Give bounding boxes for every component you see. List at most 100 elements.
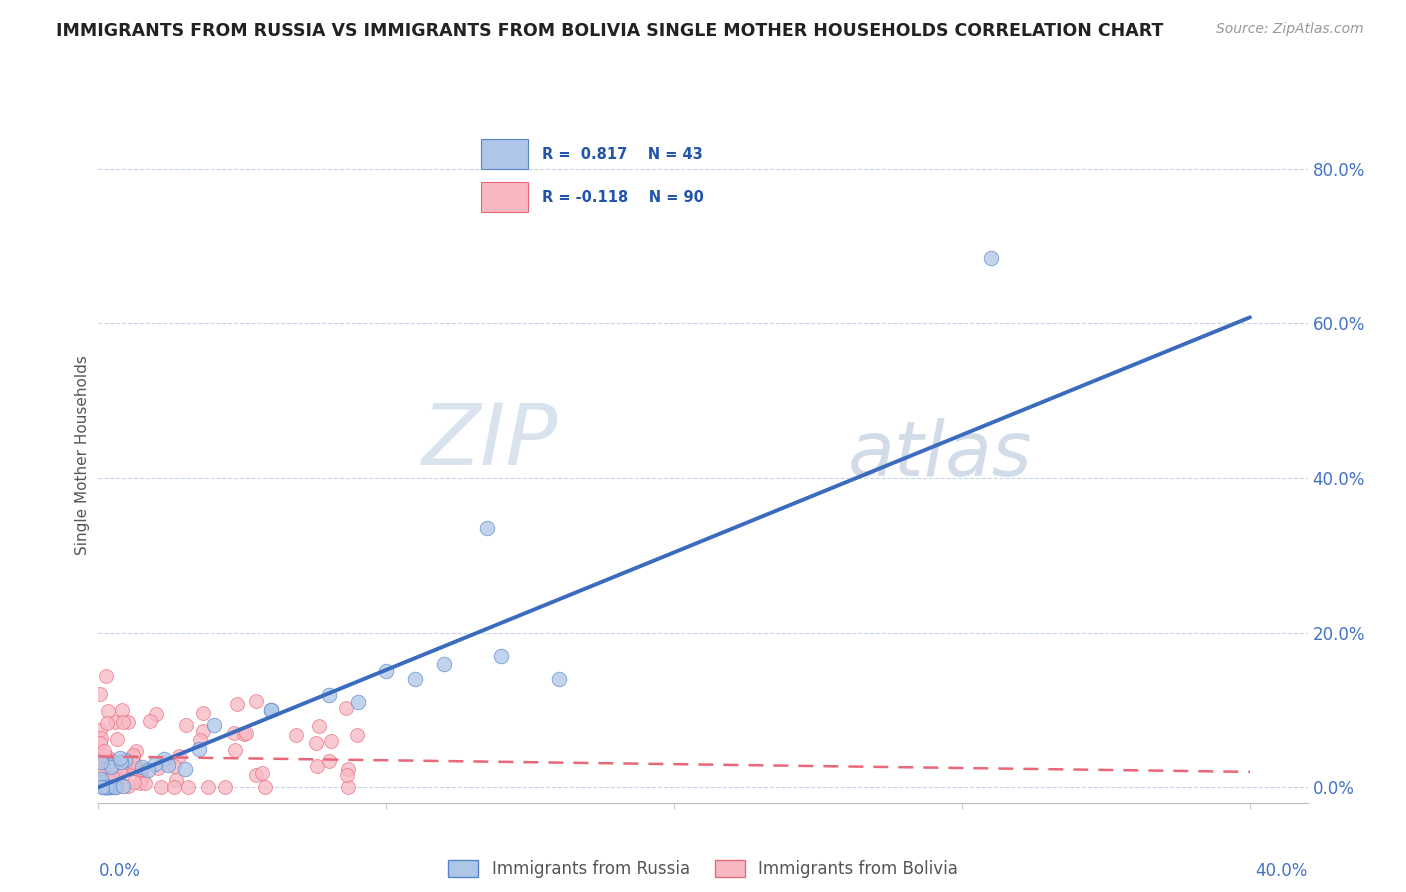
Point bbox=[103, 780, 125, 794]
Text: IMMIGRANTS FROM RUSSIA VS IMMIGRANTS FROM BOLIVIA SINGLE MOTHER HOUSEHOLDS CORRE: IMMIGRANTS FROM RUSSIA VS IMMIGRANTS FRO… bbox=[56, 22, 1164, 40]
Point bbox=[131, 762, 153, 776]
Point bbox=[93, 748, 115, 763]
Point bbox=[91, 763, 114, 777]
Point bbox=[94, 780, 117, 794]
Point bbox=[318, 754, 340, 768]
Legend: Immigrants from Russia, Immigrants from Bolivia: Immigrants from Russia, Immigrants from … bbox=[441, 854, 965, 885]
Point bbox=[107, 778, 129, 792]
Point bbox=[105, 772, 128, 786]
Point bbox=[225, 697, 247, 711]
Point bbox=[90, 772, 112, 787]
Point bbox=[98, 756, 121, 771]
Point bbox=[475, 521, 498, 535]
Point bbox=[143, 757, 166, 772]
Point bbox=[224, 742, 246, 756]
Point bbox=[188, 732, 211, 747]
Point bbox=[260, 703, 283, 717]
Point bbox=[308, 719, 330, 733]
Point bbox=[121, 756, 143, 770]
Point bbox=[91, 780, 114, 794]
Point bbox=[122, 748, 145, 763]
Point bbox=[131, 760, 153, 774]
Point bbox=[245, 768, 267, 782]
Point bbox=[375, 665, 398, 679]
Point bbox=[107, 772, 129, 786]
Point bbox=[91, 780, 114, 794]
Point bbox=[167, 749, 190, 764]
Point bbox=[97, 772, 120, 786]
Point bbox=[346, 728, 368, 742]
Point bbox=[131, 771, 153, 785]
Point bbox=[89, 737, 111, 751]
Point bbox=[103, 780, 125, 794]
Point bbox=[307, 759, 329, 773]
Point bbox=[94, 762, 117, 776]
Point bbox=[97, 780, 120, 794]
Point bbox=[318, 688, 340, 702]
Point bbox=[105, 780, 128, 794]
Point bbox=[98, 780, 121, 794]
Point bbox=[177, 780, 200, 794]
Point bbox=[122, 775, 145, 789]
Point bbox=[105, 731, 128, 746]
Point bbox=[136, 764, 159, 778]
Point bbox=[97, 704, 120, 718]
Point bbox=[336, 780, 359, 794]
Point bbox=[162, 780, 184, 794]
Point bbox=[114, 753, 136, 767]
Point bbox=[134, 776, 156, 790]
Point bbox=[110, 755, 132, 769]
Point bbox=[193, 706, 215, 720]
Point bbox=[233, 726, 256, 740]
Point bbox=[90, 731, 112, 745]
Point bbox=[94, 780, 117, 794]
Point bbox=[139, 714, 162, 728]
Point bbox=[91, 776, 114, 790]
Point bbox=[173, 762, 195, 776]
Point bbox=[260, 703, 283, 717]
Point bbox=[122, 758, 145, 772]
Point bbox=[548, 672, 571, 686]
Point bbox=[980, 251, 1002, 265]
Point bbox=[93, 744, 115, 758]
Point bbox=[115, 755, 138, 769]
Point bbox=[336, 768, 359, 782]
Point bbox=[91, 752, 114, 766]
Point bbox=[101, 755, 124, 769]
Point bbox=[491, 648, 513, 663]
Point bbox=[101, 757, 124, 772]
Text: 40.0%: 40.0% bbox=[1256, 862, 1308, 880]
Point bbox=[98, 780, 121, 794]
Point bbox=[90, 775, 112, 789]
Point bbox=[224, 726, 246, 740]
Point bbox=[100, 760, 122, 774]
Point bbox=[187, 742, 209, 756]
Point bbox=[111, 703, 134, 717]
Point bbox=[254, 780, 277, 794]
Point bbox=[112, 758, 135, 772]
Point bbox=[152, 752, 174, 766]
Point bbox=[90, 752, 112, 766]
Y-axis label: Single Mother Households: Single Mother Households bbox=[75, 355, 90, 555]
Point bbox=[117, 714, 139, 729]
Point bbox=[191, 724, 214, 739]
Text: Source: ZipAtlas.com: Source: ZipAtlas.com bbox=[1216, 22, 1364, 37]
Point bbox=[93, 780, 115, 794]
Point bbox=[101, 778, 124, 792]
Point bbox=[90, 776, 112, 790]
Text: atlas: atlas bbox=[848, 418, 1032, 491]
Point bbox=[104, 715, 127, 730]
Point bbox=[89, 687, 111, 701]
Point bbox=[285, 728, 308, 742]
Point bbox=[98, 750, 121, 764]
Point bbox=[89, 767, 111, 781]
Point bbox=[163, 759, 186, 773]
Point bbox=[202, 718, 225, 732]
Point bbox=[214, 780, 236, 794]
Point bbox=[98, 765, 121, 780]
Point bbox=[197, 780, 219, 794]
Point bbox=[404, 672, 426, 686]
Point bbox=[125, 744, 148, 758]
Point bbox=[90, 779, 112, 793]
Point bbox=[100, 778, 122, 792]
